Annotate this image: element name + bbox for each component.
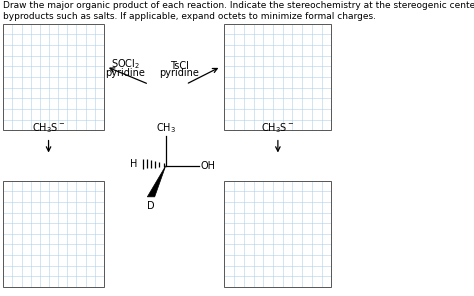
Text: CH$_3$: CH$_3$: [156, 121, 176, 135]
Text: OH: OH: [200, 161, 215, 171]
Text: pyridine: pyridine: [106, 68, 146, 78]
Text: CH$_3$S$^-$: CH$_3$S$^-$: [32, 121, 65, 135]
Bar: [3, 181, 104, 287]
Text: CH$_3$S$^-$: CH$_3$S$^-$: [261, 121, 295, 135]
Bar: [3, 24, 104, 130]
Bar: [224, 24, 331, 130]
Text: H: H: [130, 159, 137, 169]
Text: pyridine: pyridine: [159, 68, 199, 78]
Bar: [224, 181, 331, 287]
Text: Draw the major organic product of each reaction. Indicate the stereochemistry at: Draw the major organic product of each r…: [3, 1, 474, 21]
Polygon shape: [147, 166, 166, 197]
Text: TsCl: TsCl: [170, 61, 189, 71]
Text: SOCl$_2$: SOCl$_2$: [111, 57, 140, 71]
Text: D: D: [147, 201, 155, 211]
